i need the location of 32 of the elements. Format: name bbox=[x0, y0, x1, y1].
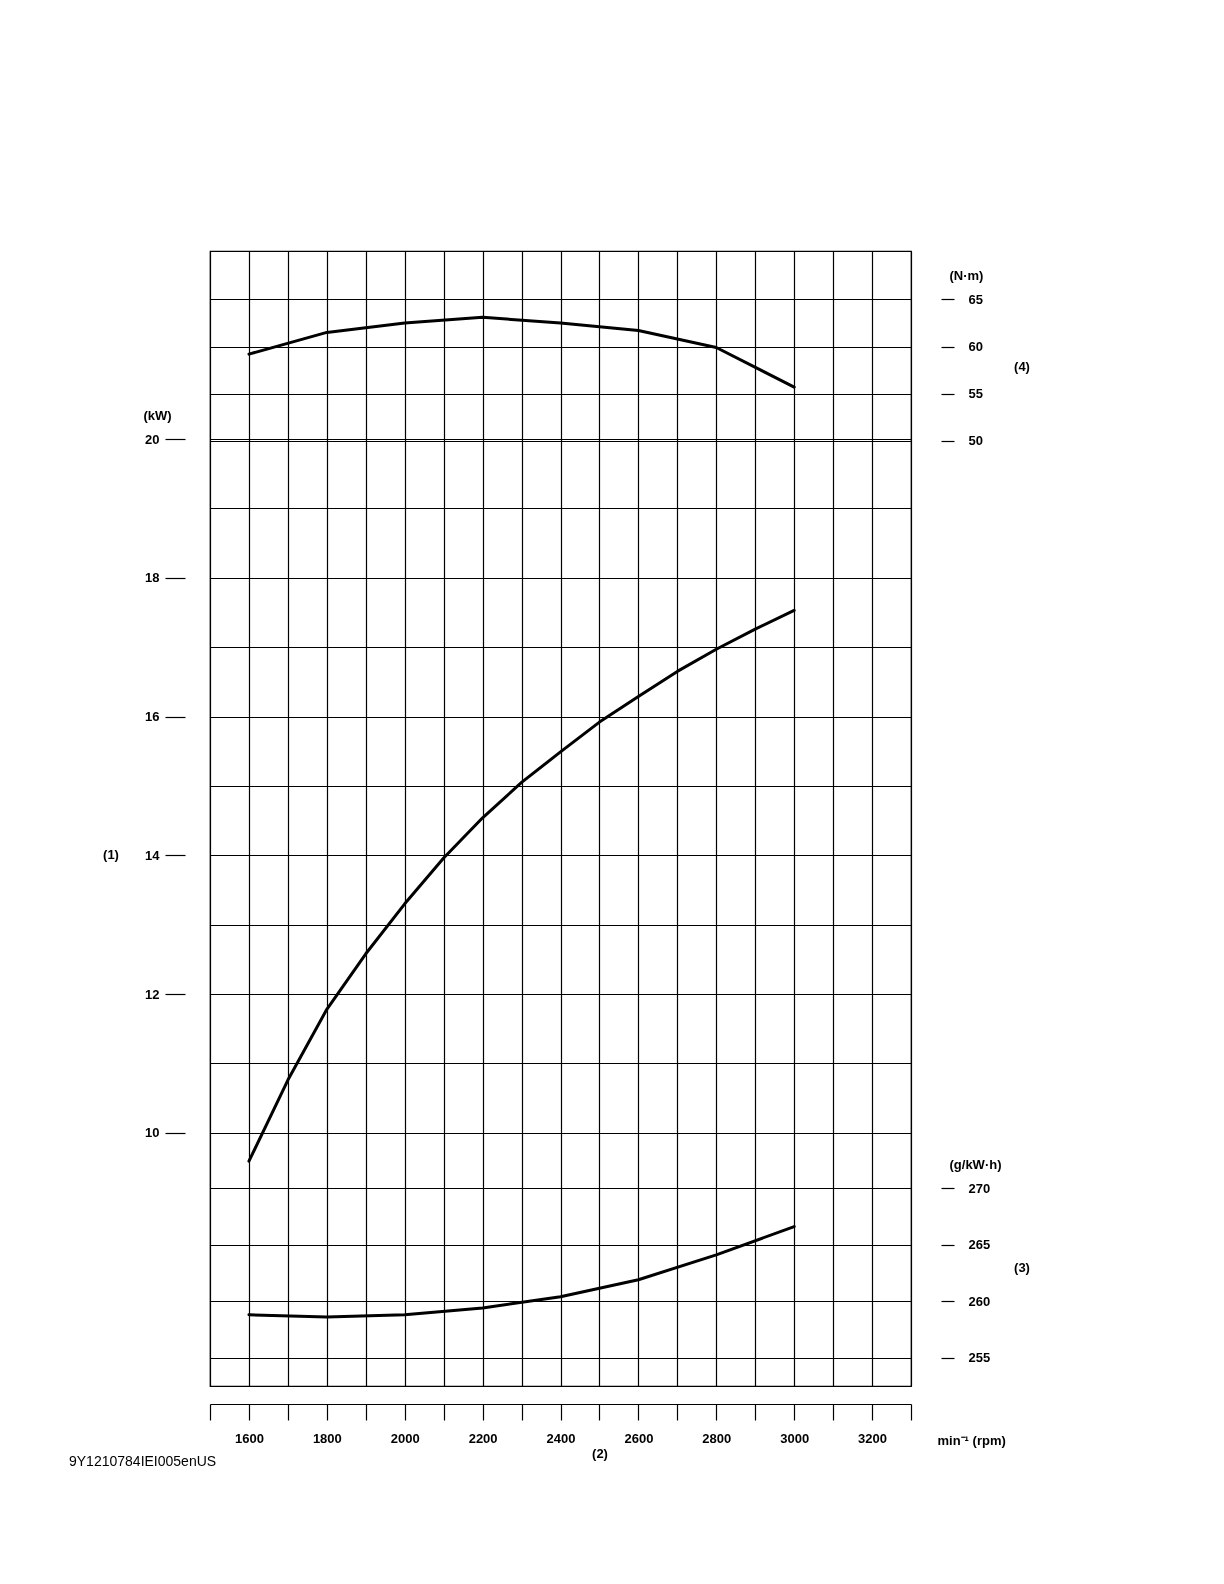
text: (1) bbox=[103, 847, 119, 862]
y2-tick-label: 65 bbox=[968, 291, 983, 307]
x-tick-label: 2800 bbox=[702, 1430, 732, 1446]
x-tick-label: 2000 bbox=[390, 1430, 420, 1446]
y-axis-title: (kW) bbox=[143, 407, 172, 423]
x-tick-label: 1600 bbox=[234, 1430, 264, 1446]
x-tick-label: 3000 bbox=[780, 1430, 810, 1446]
y3-tick-label: 255 bbox=[968, 1350, 991, 1366]
x-tick-label: 3200 bbox=[858, 1430, 888, 1446]
y3-tick-label: 265 bbox=[968, 1237, 991, 1253]
x-tick-label: 2200 bbox=[468, 1430, 498, 1446]
y2-axis-title: (N·m) bbox=[949, 267, 984, 283]
y-tick-label: 16 bbox=[145, 709, 160, 725]
x-tick-label: 2400 bbox=[546, 1430, 576, 1446]
text: (2) bbox=[592, 1446, 608, 1461]
text: 9Y1210784IEI005enUS bbox=[69, 1453, 217, 1469]
text: (3) bbox=[1014, 1260, 1030, 1275]
y2-tick-label: 55 bbox=[968, 386, 983, 402]
y-tick-label: 18 bbox=[145, 570, 160, 586]
y-tick-label: 20 bbox=[145, 431, 160, 447]
y3-axis-title: (g/kW·h) bbox=[949, 1156, 1002, 1172]
text: (4) bbox=[1014, 359, 1030, 374]
x-tick-label: 1800 bbox=[312, 1430, 342, 1446]
y2-tick-label: 50 bbox=[968, 433, 983, 449]
x-tick-label: 2600 bbox=[624, 1430, 654, 1446]
y2-tick-label: 60 bbox=[968, 339, 983, 355]
x-axis-title: min⁻¹ (rpm) bbox=[937, 1432, 1006, 1448]
y-tick-label: 10 bbox=[145, 1125, 160, 1141]
y3-tick-label: 260 bbox=[968, 1293, 991, 1309]
y3-tick-label: 270 bbox=[968, 1180, 991, 1196]
y-tick-label: 12 bbox=[145, 986, 160, 1002]
y-tick-label: 14 bbox=[145, 847, 161, 863]
